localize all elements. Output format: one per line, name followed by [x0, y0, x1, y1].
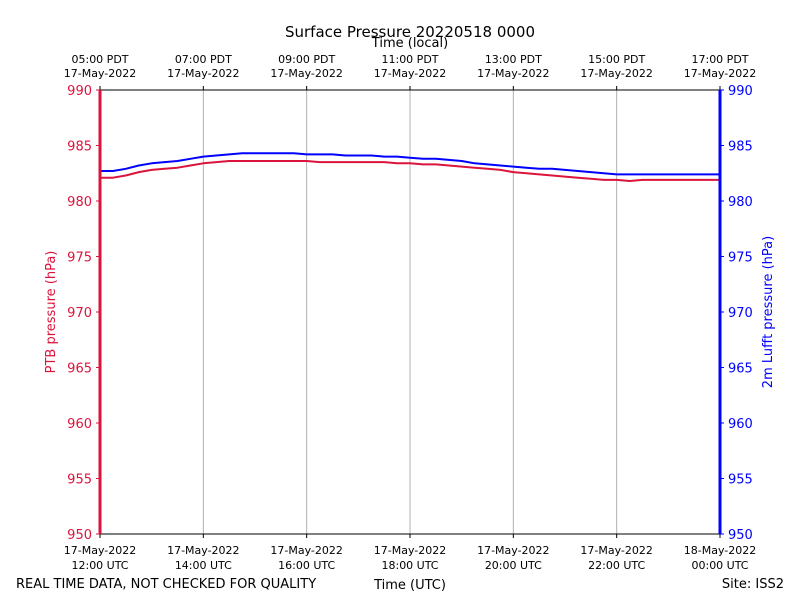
ptb-pressure-line — [100, 160, 720, 182]
x-tick-label-top-date: 17-May-2022 — [270, 67, 342, 80]
x-tick-label-bottom-date: 17-May-2022 — [64, 544, 136, 557]
x-tick-label-top-date: 17-May-2022 — [64, 67, 136, 80]
x-tick-label-top-date: 17-May-2022 — [374, 67, 446, 80]
x-tick-label-top-time: 07:00 PDT — [175, 53, 232, 66]
y-tick-label-left: 965 — [67, 362, 92, 377]
y-tick-label-right: 980 — [728, 195, 753, 210]
x-tick-label-bottom-date: 17-May-2022 — [580, 544, 652, 557]
x-tick-label-bottom-time: 00:00 UTC — [691, 559, 748, 572]
y-tick-label-left: 950 — [67, 528, 92, 543]
x-tick-label-bottom-date: 17-May-2022 — [477, 544, 549, 557]
x-tick-label-bottom-time: 12:00 UTC — [71, 559, 128, 572]
x-tick-label-top-date: 17-May-2022 — [477, 67, 549, 80]
series-lines — [100, 152, 720, 182]
x-tick-label-bottom-time: 14:00 UTC — [175, 559, 232, 572]
x-tick-label-bottom-date: 18-May-2022 — [684, 544, 756, 557]
y-tick-label-right: 960 — [728, 417, 753, 432]
x-tick-label-top-date: 17-May-2022 — [167, 67, 239, 80]
axis-ticks: 17-May-2022 12:00 UTC 17-May-2022 14:00 UTC… — [64, 53, 756, 572]
x-tick-label-top-time: 05:00 PDT — [71, 53, 128, 66]
y-tick-label-right: 975 — [728, 251, 753, 266]
x-tick-label-bottom-time: 18:00 UTC — [381, 559, 438, 572]
y-tick-label-right: 965 — [728, 362, 753, 377]
x-tick-label-top-time: 15:00 PDT — [588, 53, 645, 66]
grid-lines — [202, 90, 618, 534]
y-tick-label-left: 970 — [67, 306, 92, 321]
x-tick-label-top-date: 17-May-2022 — [580, 67, 652, 80]
site-label: Site: ISS2 — [722, 577, 784, 592]
lufft-pressure-line — [100, 152, 720, 176]
x-tick-label-bottom-time: 16:00 UTC — [278, 559, 335, 572]
y-tick-label-left: 980 — [67, 195, 92, 210]
y-tick-label-right: 950 — [728, 528, 753, 543]
y-tick-label-right: 970 — [728, 306, 753, 321]
x-axis-label: Time (UTC) — [373, 578, 446, 593]
y-tick-label-right: 985 — [728, 140, 753, 155]
x-tick-label-top-date: 17-May-2022 — [684, 67, 756, 80]
x-tick-label-top-time: 17:00 PDT — [691, 53, 748, 66]
y-tick-label-right: 990 — [728, 84, 753, 99]
y-tick-label-left: 985 — [67, 140, 92, 155]
x-tick-label-bottom-date: 17-May-2022 — [374, 544, 446, 557]
x-tick-label-top-time: 09:00 PDT — [278, 53, 335, 66]
x-tick-label-top-time: 11:00 PDT — [381, 53, 438, 66]
x-tick-label-bottom-date: 17-May-2022 — [167, 544, 239, 557]
x-tick-label-bottom-time: 22:00 UTC — [588, 559, 645, 572]
y-tick-label-left: 975 — [67, 251, 92, 266]
x-tick-label-bottom-date: 17-May-2022 — [270, 544, 342, 557]
quality-note: REAL TIME DATA, NOT CHECKED FOR QUALITY — [16, 577, 316, 592]
x-tick-label-top-time: 13:00 PDT — [485, 53, 542, 66]
y-tick-label-right: 955 — [728, 473, 753, 488]
chart-title: Surface Pressure 20220518 0000 — [285, 23, 535, 41]
x-tick-label-bottom-time: 20:00 UTC — [485, 559, 542, 572]
y-tick-label-left: 960 — [67, 417, 92, 432]
y-tick-label-left: 990 — [67, 84, 92, 99]
left-y-axis-label: PTB pressure (hPa) — [44, 251, 59, 374]
top-axis-label: Time (local) — [371, 36, 448, 51]
y-tick-label-left: 955 — [67, 473, 92, 488]
right-y-axis-label: 2m Lufft pressure (hPa) — [761, 236, 776, 388]
